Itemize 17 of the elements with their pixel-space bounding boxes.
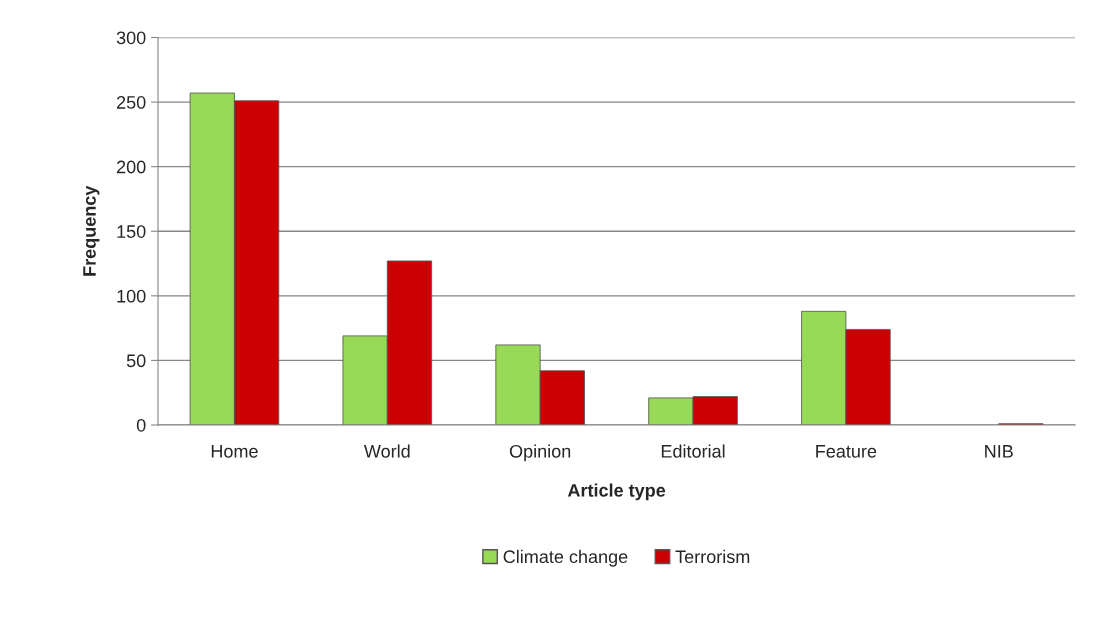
y-axis-title: Frequency: [83, 185, 100, 276]
y-tick-label: 150: [117, 225, 146, 238]
x-tick-label: NIB: [985, 445, 1013, 458]
x-tick-label: Editorial: [661, 444, 725, 458]
x-tick-label: Home: [211, 445, 258, 458]
y-tick-label: 50: [126, 354, 146, 368]
y-tick-label: 200: [117, 160, 146, 174]
y-tick-label: 250: [117, 96, 146, 109]
legend-label: Climate change: [503, 549, 628, 567]
y-tick-label: 100: [117, 289, 146, 303]
y-tick-label: 0: [136, 418, 146, 432]
x-tick-label: Opinion: [509, 444, 571, 462]
x-axis-title: Article type: [567, 483, 666, 501]
x-tick-label: Feature: [816, 445, 877, 458]
legend-label: Terrorism: [675, 549, 750, 564]
y-tick-label: 300: [116, 31, 146, 45]
x-tick-label: World: [363, 444, 410, 458]
